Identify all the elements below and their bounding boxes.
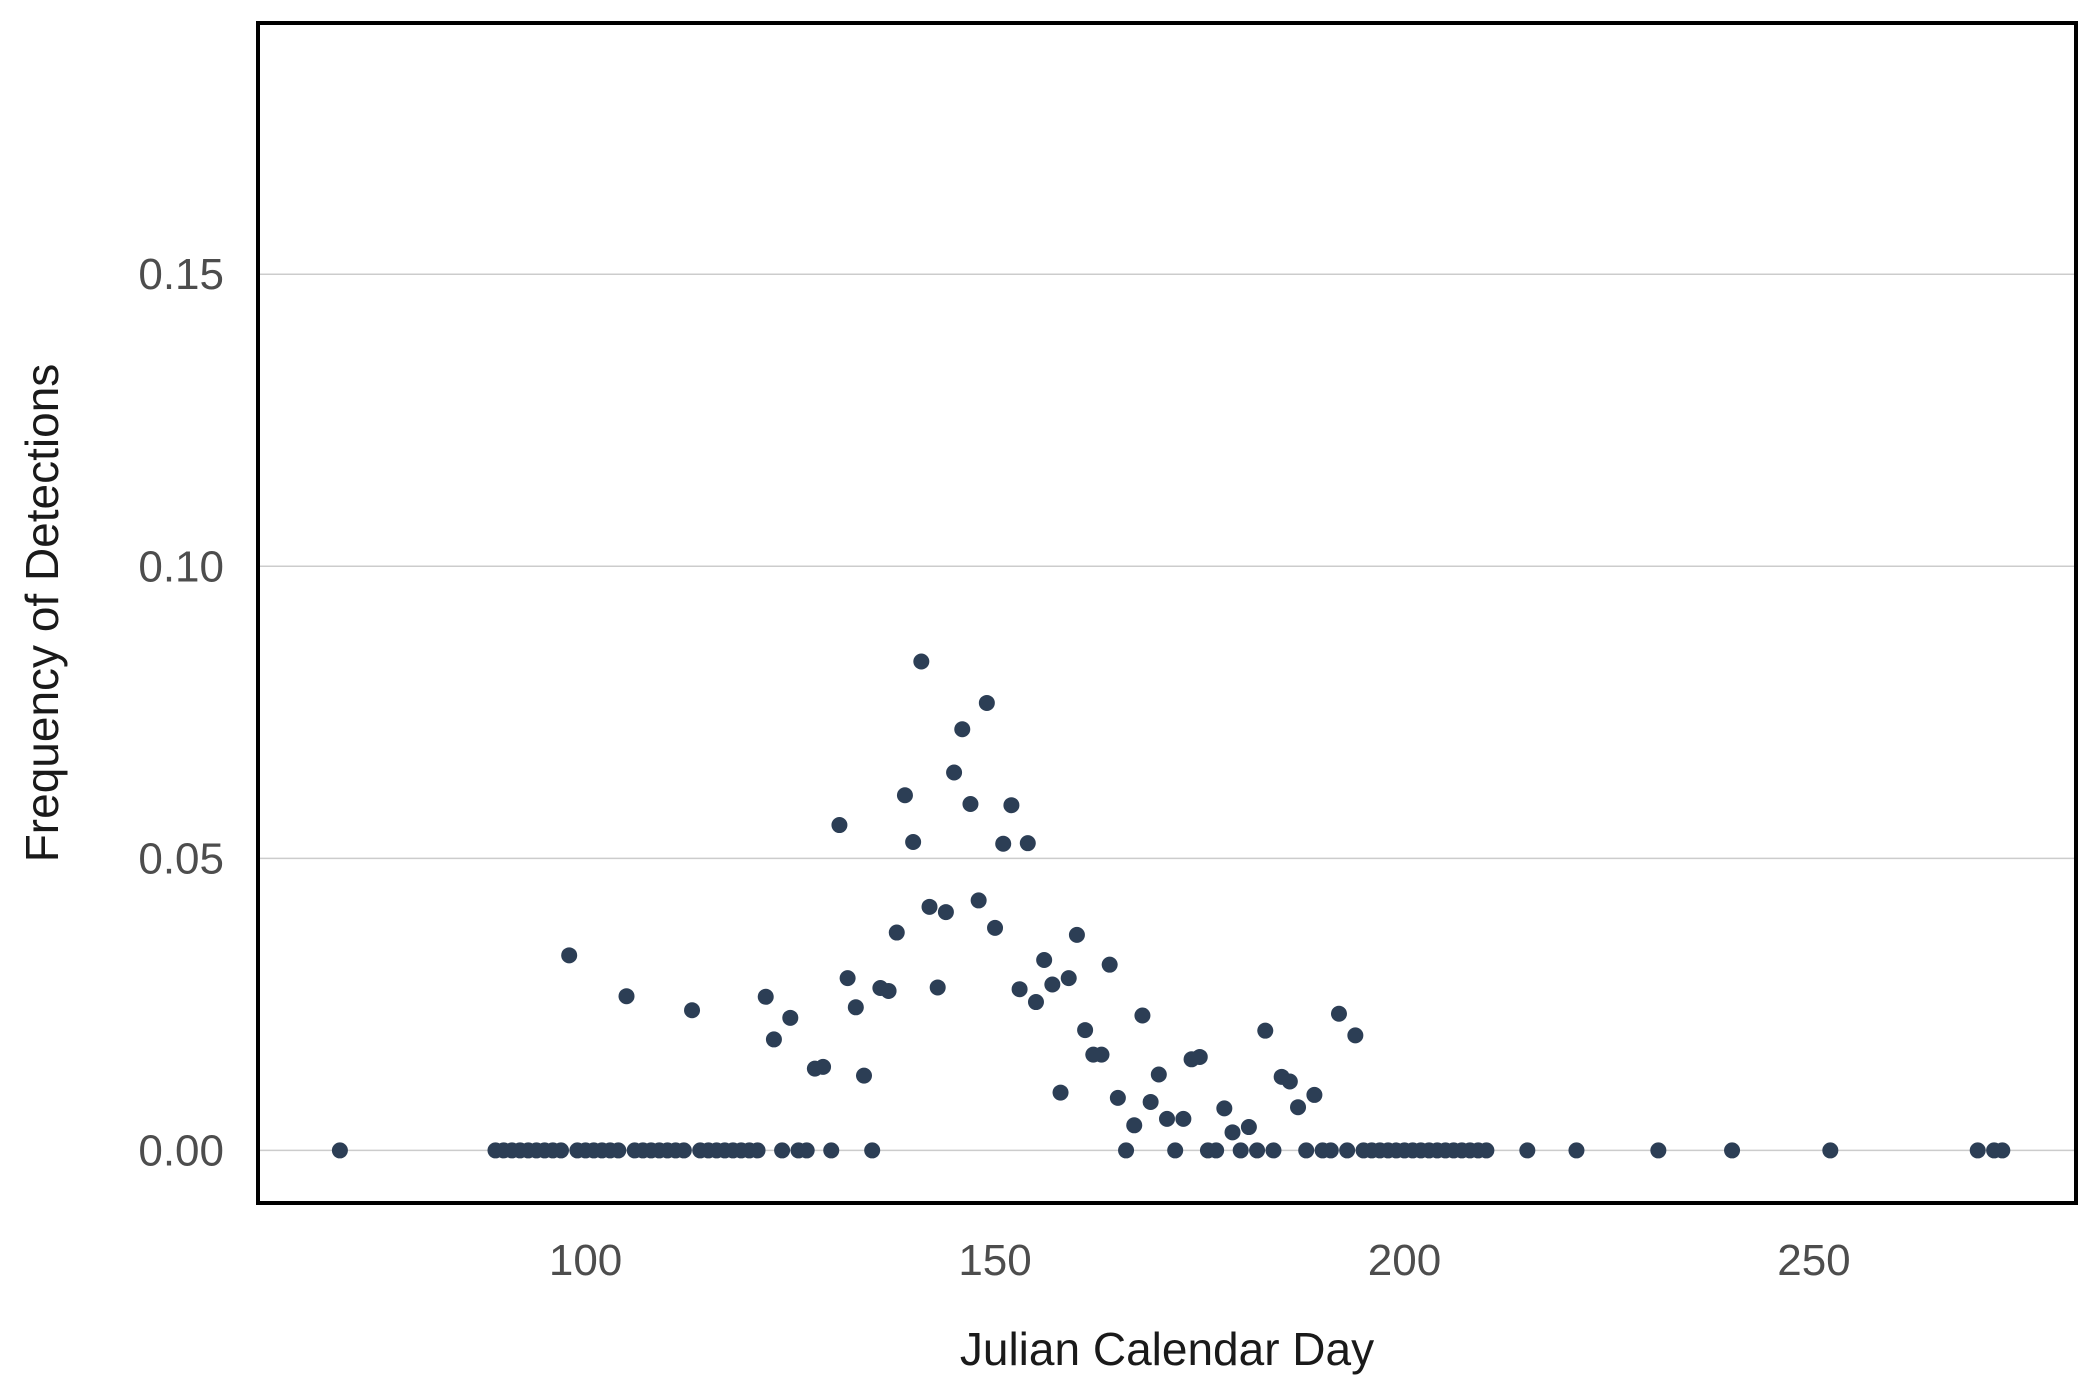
data-points bbox=[331, 653, 2011, 1159]
data-point bbox=[1118, 1142, 1135, 1159]
data-point bbox=[921, 898, 938, 915]
y-tick-label: 0.05 bbox=[138, 834, 224, 883]
data-point bbox=[888, 924, 905, 941]
data-point bbox=[847, 999, 864, 1016]
data-point bbox=[995, 835, 1012, 852]
data-point bbox=[1060, 970, 1077, 987]
data-point bbox=[1011, 981, 1028, 998]
data-point bbox=[1478, 1142, 1495, 1159]
data-point bbox=[553, 1142, 569, 1159]
data-point bbox=[798, 1142, 815, 1159]
data-point bbox=[978, 694, 995, 711]
data-point bbox=[1027, 994, 1044, 1011]
data-point bbox=[1036, 951, 1053, 968]
data-point bbox=[880, 982, 897, 999]
data-point bbox=[896, 787, 913, 804]
data-point bbox=[1339, 1142, 1356, 1159]
data-point bbox=[1290, 1099, 1307, 1116]
data-point bbox=[823, 1142, 840, 1159]
data-point bbox=[1068, 926, 1085, 943]
data-point bbox=[954, 721, 971, 738]
x-tick-label: 250 bbox=[1777, 1236, 1850, 1285]
data-point bbox=[1822, 1142, 1839, 1159]
data-point bbox=[1216, 1100, 1233, 1117]
x-tick-label: 200 bbox=[1368, 1236, 1441, 1285]
y-tick-label: 0.15 bbox=[138, 250, 224, 299]
y-tick-label: 0.00 bbox=[138, 1126, 224, 1175]
data-point bbox=[618, 988, 635, 1005]
plot-frame bbox=[256, 21, 2078, 1205]
x-axis-tick-labels: 100 150 200 250 bbox=[549, 1236, 1851, 1285]
data-point bbox=[1724, 1142, 1741, 1159]
data-point bbox=[757, 988, 774, 1005]
data-point bbox=[839, 970, 856, 987]
y-axis-tick-labels: 0.00 0.05 0.10 0.15 bbox=[138, 250, 224, 1175]
data-point bbox=[774, 1142, 791, 1159]
data-point bbox=[1519, 1142, 1536, 1159]
data-point bbox=[749, 1142, 766, 1159]
data-point bbox=[331, 1142, 348, 1159]
data-point bbox=[929, 979, 946, 996]
data-point bbox=[937, 904, 954, 921]
data-point bbox=[1347, 1027, 1364, 1044]
data-point bbox=[1159, 1110, 1175, 1127]
data-point bbox=[1257, 1022, 1274, 1039]
data-point bbox=[970, 892, 987, 909]
data-point bbox=[561, 947, 578, 964]
data-point bbox=[1191, 1048, 1208, 1065]
data-point bbox=[1650, 1142, 1667, 1159]
data-point bbox=[1019, 835, 1036, 852]
data-point bbox=[1150, 1066, 1167, 1083]
data-point bbox=[1003, 797, 1020, 814]
data-point bbox=[765, 1031, 782, 1048]
data-point bbox=[1126, 1117, 1143, 1134]
data-point bbox=[815, 1058, 832, 1075]
data-point bbox=[905, 833, 922, 850]
data-point bbox=[782, 1009, 799, 1026]
x-tick-label: 100 bbox=[549, 1236, 622, 1285]
data-point bbox=[1298, 1142, 1315, 1159]
data-point bbox=[1101, 956, 1118, 973]
data-point bbox=[1093, 1046, 1110, 1063]
data-point bbox=[1109, 1089, 1126, 1106]
data-point bbox=[856, 1067, 872, 1084]
y-axis-title: Frequency of Detections bbox=[16, 364, 68, 863]
data-point bbox=[1134, 1007, 1151, 1024]
data-point bbox=[1265, 1142, 1282, 1159]
data-point bbox=[987, 919, 1004, 936]
data-point bbox=[1322, 1142, 1339, 1159]
data-point bbox=[1044, 976, 1061, 993]
data-point bbox=[946, 764, 963, 781]
data-point bbox=[1994, 1142, 2011, 1159]
data-point bbox=[962, 796, 979, 813]
data-point bbox=[1306, 1086, 1323, 1103]
data-point bbox=[913, 653, 930, 670]
data-point bbox=[1175, 1110, 1192, 1127]
data-point bbox=[1281, 1073, 1298, 1090]
data-point bbox=[1249, 1142, 1266, 1159]
data-point bbox=[684, 1002, 701, 1019]
data-point bbox=[1052, 1084, 1069, 1101]
y-tick-label: 0.10 bbox=[138, 542, 224, 591]
data-point bbox=[1240, 1119, 1257, 1136]
data-point bbox=[1167, 1142, 1184, 1159]
x-tick-label: 150 bbox=[958, 1236, 1031, 1285]
data-point bbox=[1969, 1142, 1986, 1159]
data-point bbox=[1330, 1005, 1347, 1022]
data-point bbox=[610, 1142, 627, 1159]
data-point bbox=[1208, 1142, 1225, 1159]
data-point bbox=[1077, 1022, 1094, 1039]
data-point bbox=[1232, 1142, 1249, 1159]
data-point bbox=[1568, 1142, 1585, 1159]
data-point bbox=[831, 817, 848, 834]
data-point bbox=[864, 1142, 881, 1159]
data-point bbox=[1142, 1093, 1159, 1110]
data-point bbox=[675, 1142, 692, 1159]
gridlines bbox=[258, 273, 2076, 1152]
data-point bbox=[1224, 1124, 1241, 1141]
x-axis-title: Julian Calendar Day bbox=[960, 1323, 1374, 1375]
